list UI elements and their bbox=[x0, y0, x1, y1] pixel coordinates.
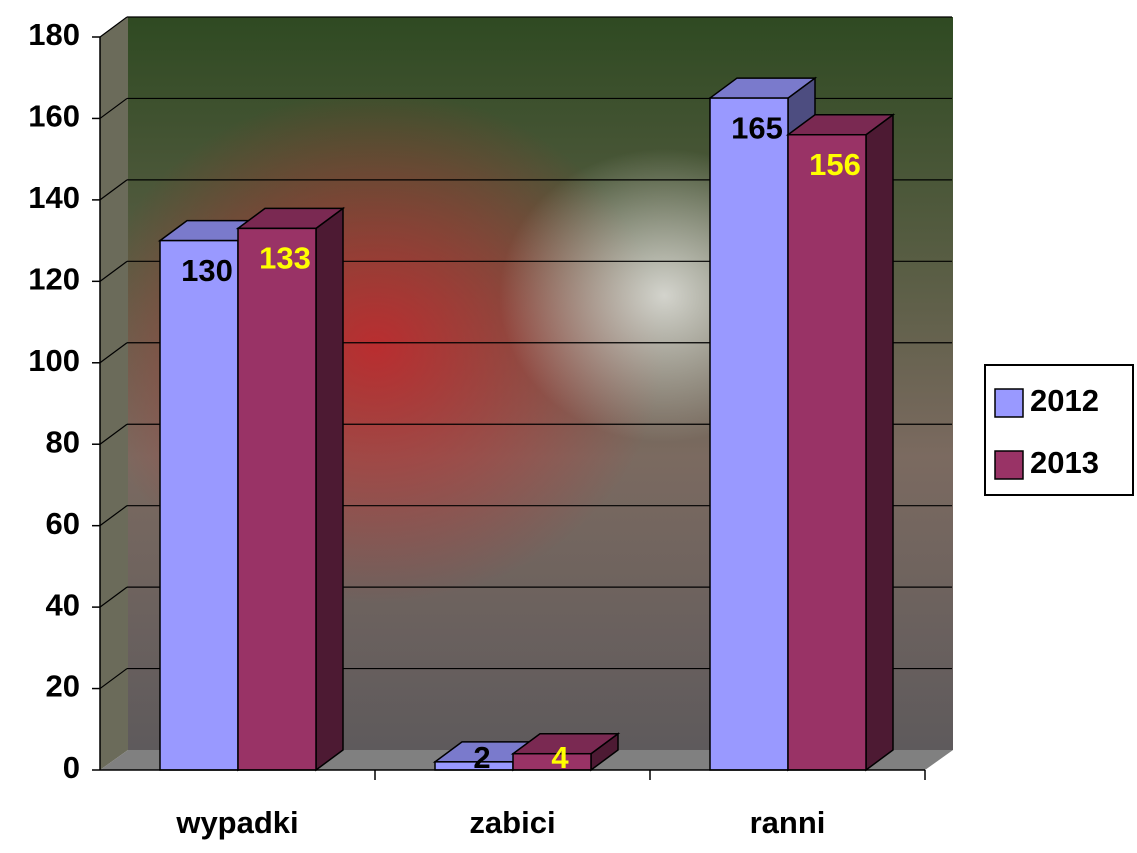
y-tick-label: 40 bbox=[46, 587, 80, 622]
x-tick-label: zabici bbox=[469, 805, 555, 840]
chart: 0 20 40 60 80 100 120 140 160 180 wypadki zabici ran… bbox=[0, 0, 1137, 848]
x-tick-label: ranni bbox=[750, 805, 826, 840]
legend-label: 2012 bbox=[1030, 383, 1099, 418]
legend-swatch bbox=[995, 389, 1023, 417]
y-tick-label: 180 bbox=[28, 17, 80, 52]
bar bbox=[160, 241, 238, 770]
legend-swatch bbox=[995, 451, 1023, 479]
y-tick-label: 140 bbox=[28, 180, 80, 215]
y-tick-label: 160 bbox=[28, 99, 80, 134]
bar-side bbox=[866, 115, 893, 770]
legend-label: 2013 bbox=[1030, 445, 1099, 480]
y-tick-label: 100 bbox=[28, 343, 80, 378]
y-tick-label: 80 bbox=[46, 424, 80, 459]
bar bbox=[710, 98, 788, 770]
y-tick-label: 0 bbox=[63, 750, 80, 785]
value-label: 165 bbox=[731, 110, 783, 145]
bar bbox=[788, 135, 866, 770]
value-label: 130 bbox=[181, 253, 233, 288]
y-tick-label: 60 bbox=[46, 506, 80, 541]
y-tick-label: 120 bbox=[28, 262, 80, 297]
value-label: 156 bbox=[809, 147, 861, 182]
bar bbox=[238, 228, 316, 770]
y-tick-label: 20 bbox=[46, 669, 80, 704]
page: {"chart_data": {"type": "bar3d", "catego… bbox=[0, 0, 1137, 853]
bar-side bbox=[316, 208, 343, 770]
value-label: 133 bbox=[259, 241, 311, 276]
x-tick-label: wypadki bbox=[175, 805, 298, 840]
